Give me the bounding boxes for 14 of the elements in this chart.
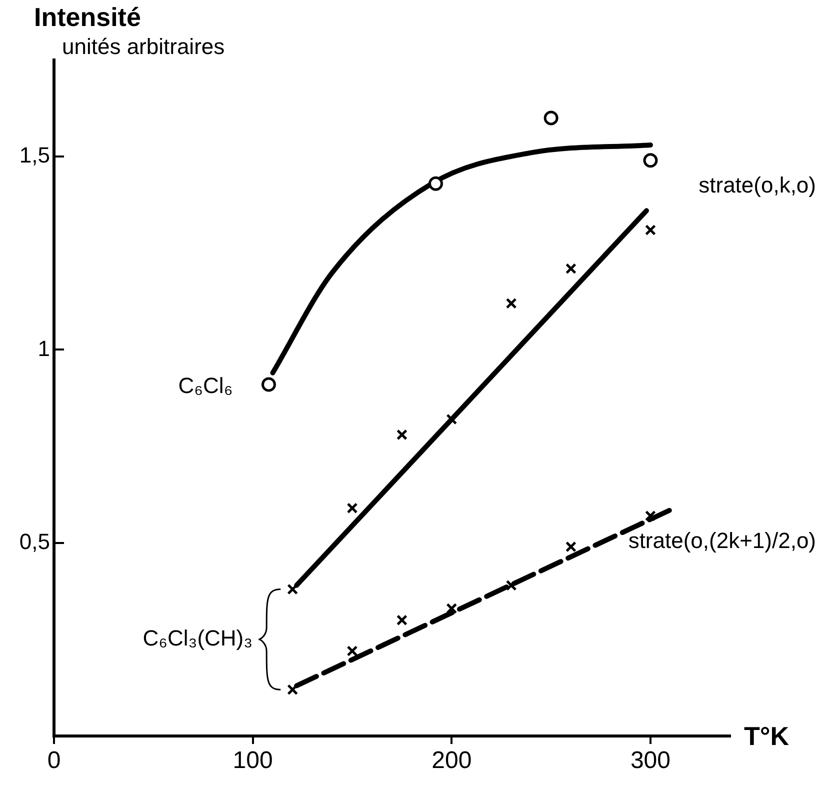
x-axis-title: T°K (744, 721, 790, 752)
y-tick-label: 1 (38, 336, 50, 361)
text: unités arbitraires (62, 34, 225, 60)
series-label: C₆Cl₆ (178, 372, 233, 398)
annotation: C₆Cl₃(CH)₃ (142, 625, 253, 650)
text: strate(o,k,o) (698, 172, 816, 198)
x-tick-label: 300 (630, 747, 670, 774)
x-tick-label: 200 (432, 747, 472, 774)
series-label: strate(o,(2k+1)/2,o) (628, 528, 816, 554)
y-tick-label: 1,5 (19, 142, 50, 168)
y-axis-title: Intensité (34, 2, 141, 32)
x-tick-label: 0 (47, 747, 61, 774)
y-tick-label: 0,5 (19, 528, 50, 554)
x-tick-label: 100 (232, 747, 273, 774)
